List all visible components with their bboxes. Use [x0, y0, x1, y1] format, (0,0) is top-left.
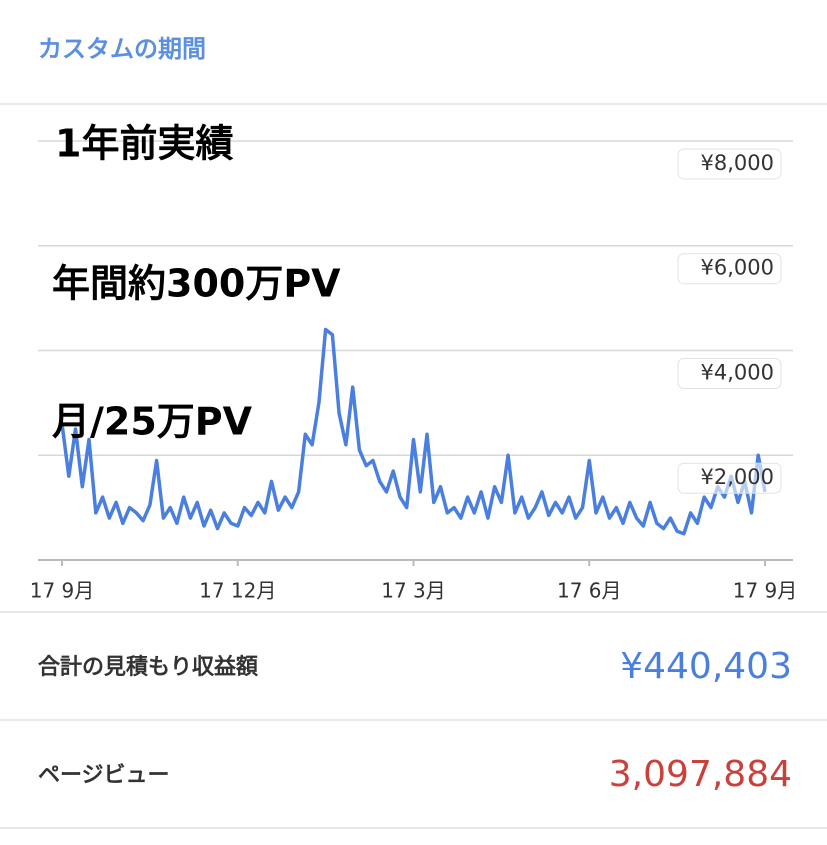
tick-label-box [677, 462, 782, 494]
chart: 17 9月 17 12月 17 3月 17 6月 17 9月 ¥2,000 ¥4,000 ¥6… [30, 140, 798, 603]
summary-value: 3,097,884 [609, 754, 792, 795]
y-tick-label: ¥8,000 [701, 151, 774, 175]
tick-label-box [677, 148, 782, 180]
x-tick-label: 17 12月 [199, 579, 276, 603]
tick-label-box [677, 357, 782, 389]
tick-label-box [677, 253, 782, 285]
summary-label: ページビュー [38, 763, 170, 788]
x-tick-label: 17 6月 [557, 579, 622, 603]
summary-label: 合計の見積もり収益額 [38, 654, 259, 680]
x-tick-label: 17 9月 [733, 579, 798, 603]
x-tick-label: 17 9月 [30, 579, 95, 603]
y-tick-label: ¥4,000 [701, 360, 774, 384]
annotation: 1年前実績 [55, 122, 233, 166]
annotation: 年間約300万PV [52, 262, 341, 306]
x-tick-label: 17 3月 [381, 579, 446, 603]
y-tick-label: ¥2,000 [701, 465, 774, 489]
header-title[interactable]: カスタムの期間 [38, 35, 206, 63]
summary-value: ¥440,403 [620, 646, 792, 687]
y-tick-label: ¥6,000 [701, 256, 774, 280]
annotation: 月/25万PV [52, 400, 253, 444]
data-line [60, 327, 767, 536]
